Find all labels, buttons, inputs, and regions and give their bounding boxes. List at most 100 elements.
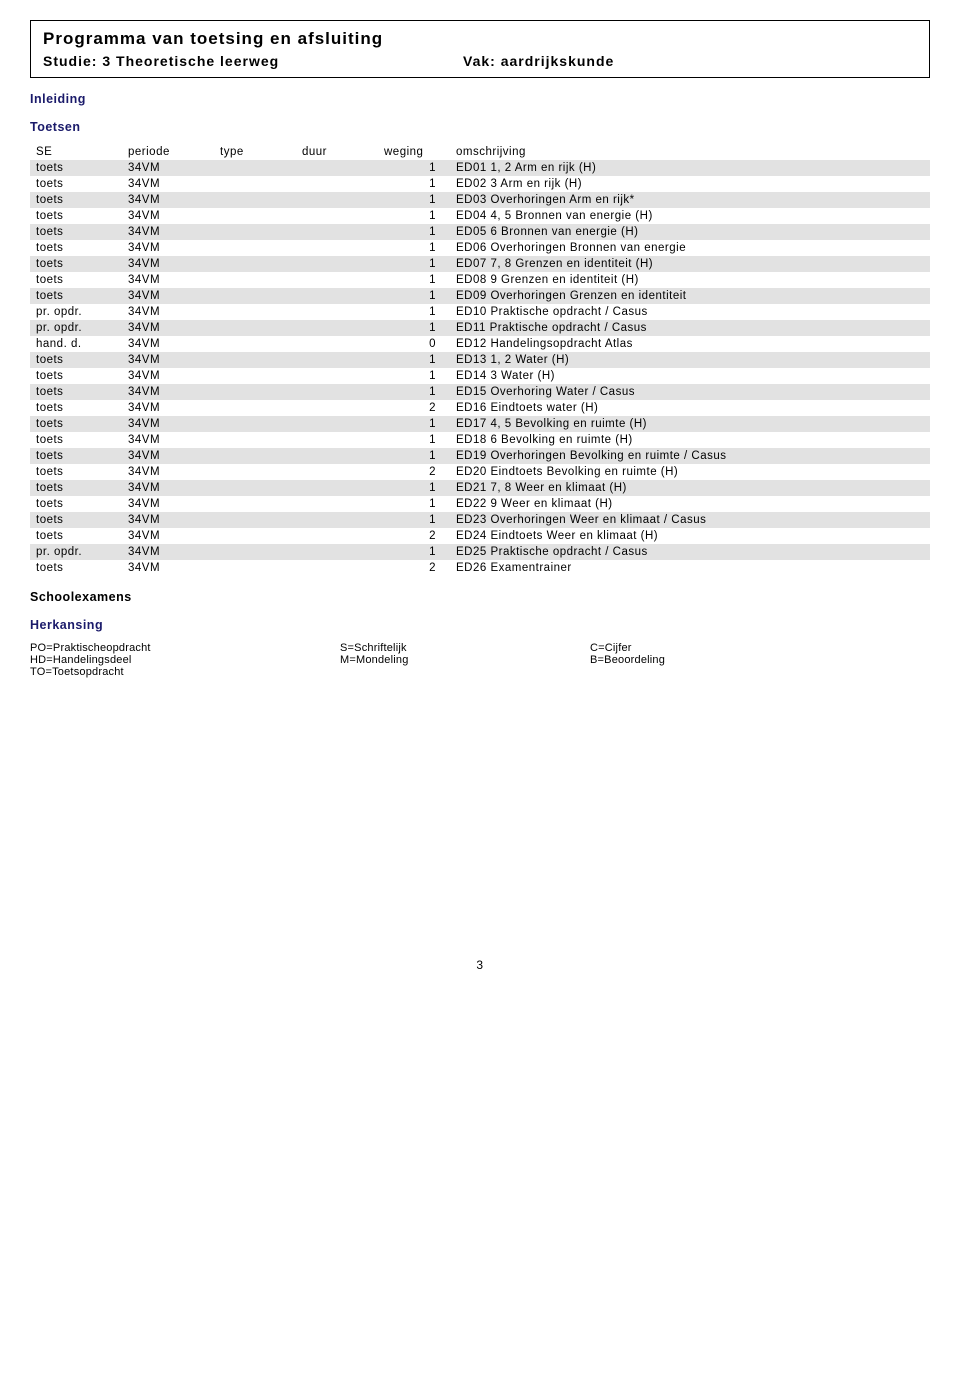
cell-oms: ED07 7, 8 Grenzen en identiteit (H)	[450, 256, 930, 272]
cell-duur	[296, 160, 378, 176]
cell-se: toets	[30, 384, 122, 400]
table-row: toets34VM1ED01 1, 2 Arm en rijk (H)	[30, 160, 930, 176]
cell-duur	[296, 304, 378, 320]
cell-weging: 1	[378, 416, 450, 432]
cell-oms: ED15 Overhoring Water / Casus	[450, 384, 930, 400]
cell-periode: 34VM	[122, 448, 214, 464]
cell-oms: ED02 3 Arm en rijk (H)	[450, 176, 930, 192]
cell-periode: 34VM	[122, 256, 214, 272]
cell-duur	[296, 432, 378, 448]
cell-weging: 1	[378, 320, 450, 336]
table-row: toets34VM2ED16 Eindtoets water (H)	[30, 400, 930, 416]
cell-se: hand. d.	[30, 336, 122, 352]
section-toetsen: Toetsen	[30, 120, 930, 134]
cell-periode: 34VM	[122, 240, 214, 256]
cell-type	[214, 368, 296, 384]
vak-value: aardrijkskunde	[501, 53, 615, 69]
table-row: toets34VM1ED22 9 Weer en klimaat (H)	[30, 496, 930, 512]
cell-oms: ED23 Overhoringen Weer en klimaat / Casu…	[450, 512, 930, 528]
cell-se: toets	[30, 352, 122, 368]
cell-type	[214, 528, 296, 544]
toets-table: SE periode type duur weging omschrijving…	[30, 144, 930, 576]
table-row: toets34VM1ED09 Overhoringen Grenzen en i…	[30, 288, 930, 304]
cell-weging: 1	[378, 368, 450, 384]
cell-duur	[296, 176, 378, 192]
cell-periode: 34VM	[122, 384, 214, 400]
cell-type	[214, 256, 296, 272]
cell-type	[214, 288, 296, 304]
cell-weging: 1	[378, 512, 450, 528]
cell-periode: 34VM	[122, 320, 214, 336]
studie-label: Studie:	[43, 53, 97, 69]
cell-type	[214, 464, 296, 480]
cell-oms: ED14 3 Water (H)	[450, 368, 930, 384]
cell-duur	[296, 288, 378, 304]
cell-weging: 1	[378, 272, 450, 288]
cell-type	[214, 416, 296, 432]
cell-weging: 1	[378, 192, 450, 208]
table-row: toets34VM1ED18 6 Bevolking en ruimte (H)	[30, 432, 930, 448]
cell-duur	[296, 496, 378, 512]
cell-duur	[296, 384, 378, 400]
cell-oms: ED21 7, 8 Weer en klimaat (H)	[450, 480, 930, 496]
cell-se: pr. opdr.	[30, 320, 122, 336]
cell-weging: 1	[378, 432, 450, 448]
legend-c: C=Cijfer	[590, 642, 665, 654]
table-row: toets34VM2ED20 Eindtoets Bevolking en ru…	[30, 464, 930, 480]
cell-weging: 1	[378, 480, 450, 496]
cell-type	[214, 512, 296, 528]
col-omschrijving: omschrijving	[450, 144, 930, 160]
col-weging: weging	[378, 144, 450, 160]
table-row: toets34VM2ED26 Examentrainer	[30, 560, 930, 576]
cell-periode: 34VM	[122, 432, 214, 448]
cell-oms: ED24 Eindtoets Weer en klimaat (H)	[450, 528, 930, 544]
cell-oms: ED01 1, 2 Arm en rijk (H)	[450, 160, 930, 176]
table-row: toets34VM1ED06 Overhoringen Bronnen van …	[30, 240, 930, 256]
cell-oms: ED25 Praktische opdracht / Casus	[450, 544, 930, 560]
cell-oms: ED13 1, 2 Water (H)	[450, 352, 930, 368]
table-header-row: SE periode type duur weging omschrijving	[30, 144, 930, 160]
cell-se: toets	[30, 368, 122, 384]
cell-weging: 1	[378, 224, 450, 240]
col-periode: periode	[122, 144, 214, 160]
cell-duur	[296, 256, 378, 272]
cell-duur	[296, 272, 378, 288]
cell-duur	[296, 528, 378, 544]
cell-oms: ED26 Examentrainer	[450, 560, 930, 576]
cell-type	[214, 272, 296, 288]
cell-periode: 34VM	[122, 416, 214, 432]
cell-periode: 34VM	[122, 496, 214, 512]
cell-periode: 34VM	[122, 400, 214, 416]
cell-oms: ED09 Overhoringen Grenzen en identiteit	[450, 288, 930, 304]
cell-type	[214, 304, 296, 320]
table-row: toets34VM2ED24 Eindtoets Weer en klimaat…	[30, 528, 930, 544]
cell-periode: 34VM	[122, 352, 214, 368]
cell-duur	[296, 400, 378, 416]
cell-se: toets	[30, 480, 122, 496]
cell-weging: 2	[378, 528, 450, 544]
table-row: toets34VM1ED21 7, 8 Weer en klimaat (H)	[30, 480, 930, 496]
cell-weging: 0	[378, 336, 450, 352]
cell-type	[214, 400, 296, 416]
table-row: hand. d.34VM0ED12 Handelingsopdracht Atl…	[30, 336, 930, 352]
cell-type	[214, 432, 296, 448]
table-row: toets34VM1ED08 9 Grenzen en identiteit (…	[30, 272, 930, 288]
table-row: pr. opdr.34VM1ED11 Praktische opdracht /…	[30, 320, 930, 336]
cell-type	[214, 176, 296, 192]
cell-periode: 34VM	[122, 176, 214, 192]
cell-type	[214, 448, 296, 464]
cell-type	[214, 208, 296, 224]
cell-duur	[296, 320, 378, 336]
cell-type	[214, 240, 296, 256]
cell-se: toets	[30, 560, 122, 576]
cell-oms: ED04 4, 5 Bronnen van energie (H)	[450, 208, 930, 224]
cell-periode: 34VM	[122, 512, 214, 528]
table-row: toets34VM1ED19 Overhoringen Bevolking en…	[30, 448, 930, 464]
cell-se: toets	[30, 176, 122, 192]
cell-periode: 34VM	[122, 224, 214, 240]
cell-weging: 1	[378, 240, 450, 256]
cell-type	[214, 160, 296, 176]
cell-type	[214, 560, 296, 576]
section-inleiding: Inleiding	[30, 92, 930, 106]
cell-duur	[296, 416, 378, 432]
